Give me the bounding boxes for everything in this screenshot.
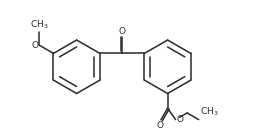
- Text: O: O: [156, 121, 163, 130]
- Text: O: O: [177, 115, 184, 124]
- Text: CH$_3$: CH$_3$: [200, 105, 218, 118]
- Text: O: O: [31, 41, 38, 50]
- Text: O: O: [119, 27, 126, 36]
- Text: CH$_3$: CH$_3$: [30, 18, 49, 31]
